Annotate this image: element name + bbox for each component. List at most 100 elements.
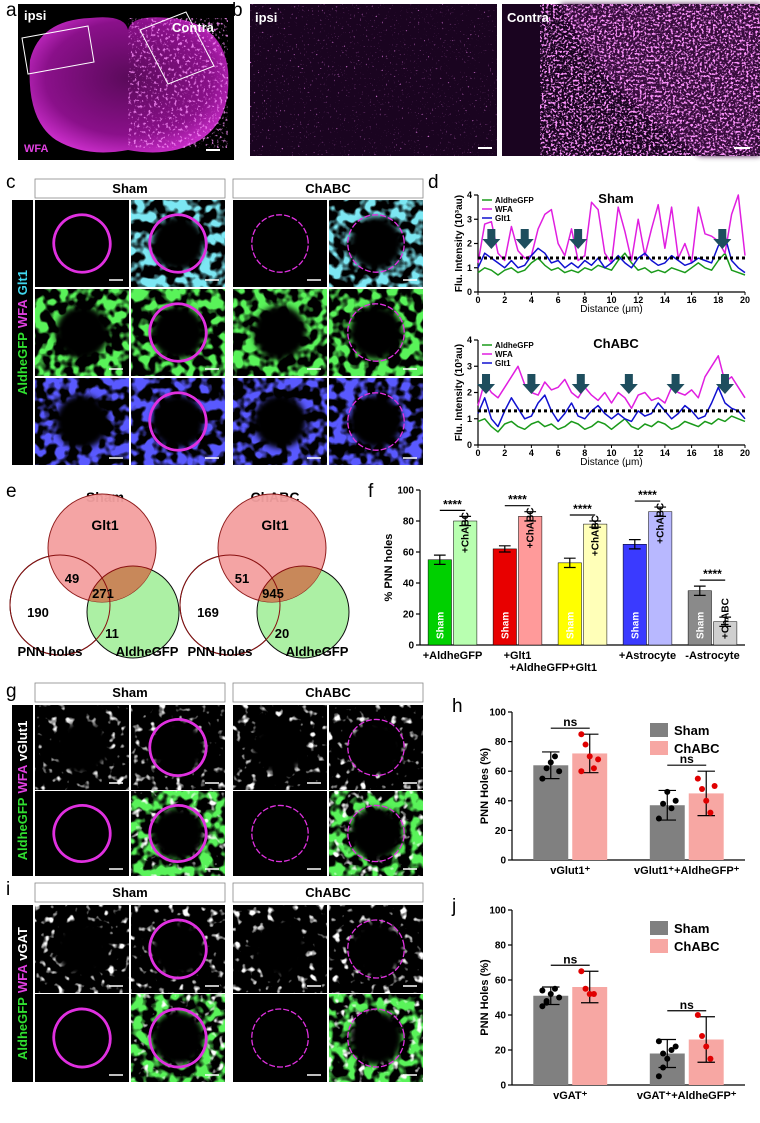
significance-label: ****: [703, 567, 722, 581]
series-line: [477, 252, 746, 276]
data-point: [694, 775, 701, 782]
x-tick-label: 14: [660, 295, 670, 305]
venn-set-label: PNN holes: [17, 644, 82, 659]
data-point: [556, 768, 563, 775]
significance-label: ****: [638, 488, 657, 502]
error-bar: [628, 539, 641, 550]
channel-name: AldheGFP: [15, 997, 30, 1060]
y-tick-label: 1: [467, 414, 472, 424]
data-point: [547, 991, 554, 997]
pnn-ring: [347, 303, 405, 362]
x-tick-label: 20: [740, 295, 750, 305]
cell-body: [349, 394, 403, 449]
y-tick-label: 2: [467, 239, 472, 249]
channel-strip: [12, 905, 33, 1082]
data-point: [556, 994, 563, 1001]
venn-count: 271: [92, 586, 114, 601]
data-point: [655, 1038, 662, 1045]
y-axis-label: Flu. Intensity (10³au): [454, 195, 465, 292]
cell-body: [253, 394, 307, 449]
image-label: ipsi: [255, 10, 277, 25]
channel-name: AldheGFP: [15, 332, 30, 395]
pnn-ring: [148, 1007, 208, 1069]
y-tick-label: 0: [467, 287, 472, 297]
error-bar: [719, 616, 732, 627]
y-axis-label: Flu. Intensity (10³au): [454, 344, 465, 441]
data-point: [543, 999, 550, 1006]
channel-label: AldheGFP WFA Glt1: [15, 270, 30, 395]
data-point: [703, 797, 710, 804]
data-point: [707, 809, 714, 816]
data-point: [551, 753, 558, 760]
data-point: [707, 1055, 714, 1062]
pnn-ring: [52, 1007, 112, 1069]
venn-count: 51: [235, 571, 249, 586]
data-point: [711, 783, 718, 789]
venn-set-label: Glt1: [91, 517, 118, 533]
significance-label: ****: [443, 497, 462, 511]
legend-label: WFA: [495, 205, 513, 214]
significance-label: ns: [680, 752, 694, 766]
error-bar: [498, 545, 511, 553]
image-label: Contra: [172, 20, 215, 35]
data-point: [578, 968, 585, 975]
pnn-ring: [148, 391, 208, 452]
data-point: [547, 759, 554, 766]
channel-name: AldheGFP: [15, 797, 30, 860]
series-line: [477, 386, 746, 428]
y-tick-label: 2: [467, 388, 472, 398]
x-tick-label: +Glt1: [504, 650, 532, 662]
legend-swatch: [650, 939, 668, 953]
data-point: [582, 741, 589, 748]
cell-body: [55, 305, 109, 360]
y-tick-label: 20: [403, 610, 415, 621]
data-point: [668, 1047, 675, 1053]
column-header-text: ChABC: [305, 181, 351, 196]
image-texture: [250, 4, 497, 156]
pnn-ring: [148, 918, 208, 980]
bar-label: +ChABC: [526, 508, 537, 549]
y-tick-label: 100: [489, 708, 506, 719]
image-label: ipsi: [24, 8, 46, 23]
arrow: [713, 229, 732, 249]
y-tick-label: 40: [495, 796, 507, 807]
x-axis-label: Distance (μm): [580, 304, 642, 315]
chart-title: Sham: [598, 191, 633, 206]
data-point: [664, 788, 671, 795]
legend-label: WFA: [495, 350, 513, 359]
x-tick-label: 6: [556, 295, 561, 305]
data-point: [672, 1043, 679, 1050]
x-tick-label: vGlut1⁺: [550, 865, 590, 877]
panel-label: h: [452, 696, 463, 717]
cell-body: [151, 1010, 205, 1066]
pnn-ring: [148, 302, 208, 363]
significance-label: ****: [508, 493, 527, 507]
y-tick-label: 80: [495, 737, 507, 748]
cell-body: [349, 1010, 403, 1066]
channel-strip: [12, 705, 33, 876]
cell-body: [151, 305, 205, 360]
pnn-ring: [347, 214, 405, 273]
x-tick-label: 8: [582, 448, 587, 458]
panel-label: e: [6, 481, 17, 502]
channel-label: AldheGFP WFA vGlut1: [15, 721, 30, 861]
y-tick-label: 60: [495, 976, 507, 987]
column-header: [232, 882, 424, 903]
pnn-ring: [52, 213, 112, 274]
y-tick-label: 80: [403, 517, 415, 528]
arrow: [569, 229, 588, 249]
series-line: [477, 355, 746, 410]
data-point: [694, 1012, 701, 1018]
data-point: [668, 805, 675, 812]
micrograph: [233, 791, 327, 876]
x-tick-label: 18: [713, 295, 723, 305]
data-point: [539, 775, 546, 782]
cell-body: [349, 807, 403, 860]
x-tick-label: +Astrocyte: [619, 650, 676, 662]
x-tick-label: vGlut1⁺+AldheGFP⁺: [634, 865, 740, 877]
x-tick-label: 0: [475, 295, 480, 305]
data-point: [590, 765, 597, 772]
venn-set-label: Glt1: [261, 517, 288, 533]
